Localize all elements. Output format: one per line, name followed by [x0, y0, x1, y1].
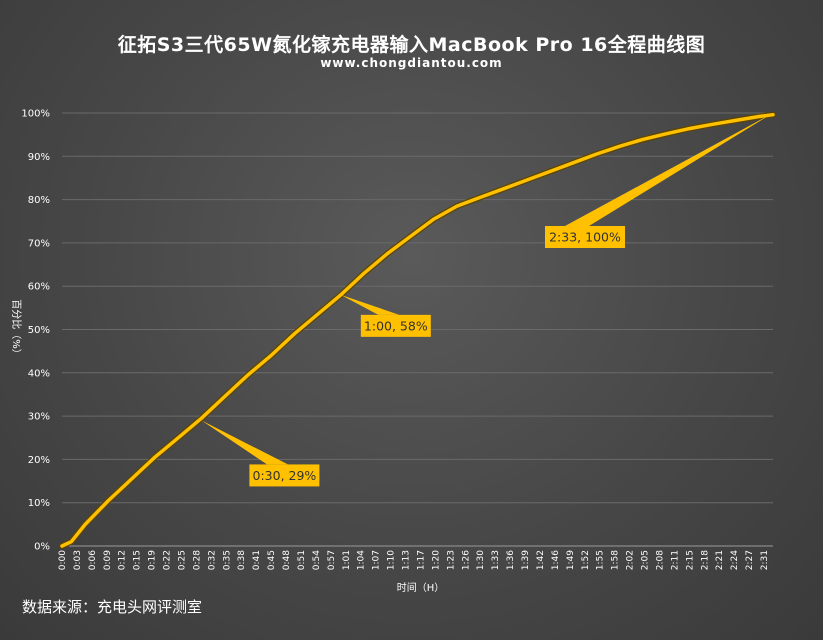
- x-tick-label: 1:58: [611, 550, 621, 570]
- x-tick-label: 1:30: [476, 550, 486, 570]
- y-tick-label: 30%: [28, 412, 50, 423]
- x-tick-label: 1:33: [491, 550, 501, 570]
- chart-subtitle: www.chongdiantou.com: [320, 56, 503, 70]
- callout-pointer: [201, 420, 288, 465]
- x-tick-label: 2:02: [626, 550, 636, 570]
- x-tick-label: 2:05: [641, 550, 651, 570]
- x-tick-label: 1:01: [342, 550, 352, 570]
- y-tick-label: 20%: [28, 455, 50, 466]
- x-tick-label: 2:11: [670, 550, 680, 570]
- y-tick-label: 90%: [28, 152, 50, 163]
- x-tick-label: 0:03: [73, 550, 83, 570]
- callout-box: [360, 314, 431, 337]
- x-tick-label: 0:09: [103, 550, 113, 570]
- x-tick-label: 1:26: [461, 550, 471, 570]
- x-tick-label: 0:06: [88, 550, 98, 570]
- y-tick-label: 70%: [28, 238, 50, 249]
- y-tick-label: 80%: [28, 195, 50, 206]
- x-tick-label: 1:23: [446, 550, 456, 570]
- callout-label: 0:30, 29%: [253, 468, 317, 483]
- callout-box: [249, 464, 320, 487]
- x-tick-label: 1:10: [387, 550, 397, 570]
- x-tick-label: 1:49: [566, 550, 576, 570]
- chart-title: 征拓S3三代65W氮化镓充电器输入MacBook Pro 16全程曲线图: [117, 34, 706, 56]
- x-tick-label: 0:57: [327, 550, 337, 570]
- x-tick-label: 2:24: [730, 550, 740, 570]
- y-tick-label: 0%: [34, 542, 50, 553]
- x-tick-label: 1:55: [596, 550, 606, 570]
- y-tick-label: 50%: [28, 325, 50, 336]
- y-tick-label: 60%: [28, 282, 50, 293]
- x-axis-label: 时间（H）: [397, 581, 445, 594]
- x-tick-label: 1:52: [581, 550, 591, 570]
- x-tick-label: 0:12: [118, 550, 128, 570]
- x-tick-label: 0:00: [58, 550, 68, 570]
- series-line: [60, 112, 775, 548]
- x-tick-label: 2:15: [685, 550, 695, 570]
- x-tick-label: 1:07: [372, 550, 382, 570]
- callout-label: 2:33, 100%: [549, 230, 621, 245]
- y-tick-label: 10%: [28, 498, 50, 509]
- x-tick-label: 0:19: [148, 550, 158, 570]
- x-tick-label: 1:20: [431, 550, 441, 570]
- callout-label: 1:00, 58%: [364, 318, 428, 333]
- x-tick-label: 2:31: [760, 550, 770, 570]
- x-tick-label: 0:45: [267, 550, 277, 570]
- x-tick-label: 2:27: [745, 550, 755, 570]
- y-tick-label: 100%: [21, 109, 50, 120]
- y-tick-label: 40%: [28, 368, 50, 379]
- x-tick-label: 1:13: [402, 550, 412, 570]
- x-tick-label: 0:22: [163, 550, 173, 570]
- x-tick-label: 1:04: [357, 550, 367, 570]
- x-tick-label: 0:32: [207, 550, 217, 570]
- x-tick-label: 1:17: [416, 550, 426, 570]
- x-tick-label: 1:36: [506, 550, 516, 570]
- x-tick-label: 0:25: [177, 550, 187, 570]
- x-tick-label: 0:51: [297, 550, 307, 570]
- x-tick-label: 0:35: [222, 550, 232, 570]
- x-tick-label: 0:48: [282, 550, 292, 570]
- data-source-note: 数据来源：充电头网评测室: [22, 598, 203, 616]
- x-tick-label: 0:38: [237, 550, 247, 570]
- x-tick-label: 1:39: [521, 550, 531, 570]
- x-tick-label: 0:15: [133, 550, 143, 570]
- x-tick-label: 2:08: [655, 550, 665, 570]
- callout-box: [545, 226, 625, 248]
- x-tick-label: 1:42: [536, 550, 546, 570]
- callout-pointer: [340, 294, 400, 315]
- x-tick-label: 1:46: [551, 550, 561, 570]
- x-tick-label: 0:54: [312, 550, 322, 570]
- x-tick-label: 2:18: [700, 550, 710, 570]
- callout-pointer: [565, 113, 773, 226]
- y-axis-label: 百分比（%）: [10, 299, 22, 359]
- x-tick-label: 0:41: [252, 550, 262, 570]
- x-tick-label: 2:21: [715, 550, 725, 570]
- x-tick-label: 0:28: [192, 550, 202, 570]
